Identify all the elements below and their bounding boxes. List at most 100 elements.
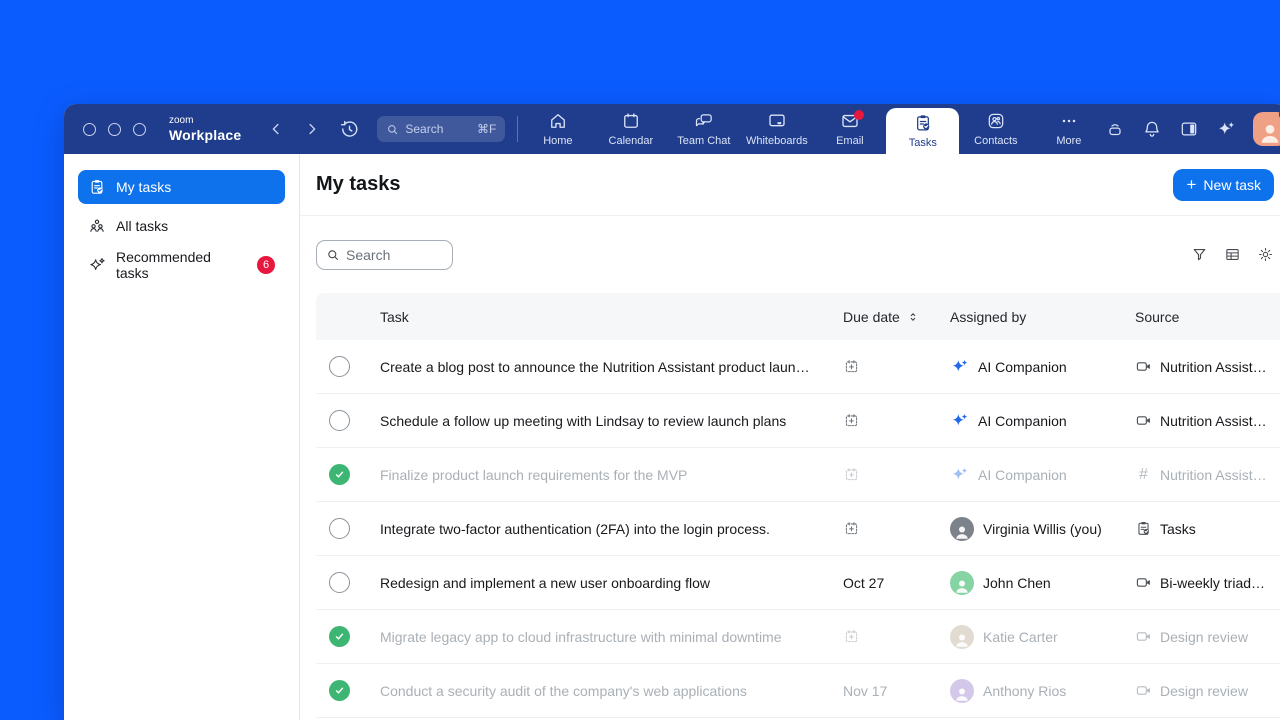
table-row[interactable]: Create a blog post to announce the Nutri… [316,340,1280,394]
table-row[interactable]: Conduct a security audit of the company'… [316,664,1280,718]
sort-icon [906,310,920,324]
task-checkbox[interactable] [329,518,350,539]
tab-calendar[interactable]: Calendar [594,104,667,154]
task-title: Create a blog post to announce the Nutri… [380,358,810,375]
avatar-person-icon [953,523,971,541]
task-title: Conduct a security audit of the company'… [380,682,747,699]
ai-companion-icon[interactable] [1216,119,1236,139]
due-date-text: Nov 17 [843,682,888,699]
source-cell[interactable]: Bi-weekly triad… [1135,574,1280,591]
due-date-cell[interactable] [843,412,950,429]
global-search-placeholder: Search [405,122,444,136]
table-header-row: Task Due date Assigned by Source [316,293,1280,340]
table-row[interactable]: Migrate legacy app to cloud infrastructu… [316,610,1280,664]
meeting-video-icon [1135,574,1152,591]
task-checkbox-checked[interactable] [329,626,350,647]
source-cell[interactable]: Design review [1135,682,1280,699]
email-notification-dot [853,110,864,120]
source-cell[interactable]: Nutrition Assist… [1135,358,1280,375]
back-icon[interactable] [267,120,285,138]
main-content: My tasks + New task Search [300,154,1280,720]
avatar-person-icon [1257,120,1280,146]
tab-more[interactable]: More [1032,104,1105,154]
ai-companion-spark-icon [950,357,969,376]
add-due-date-icon[interactable] [843,520,860,537]
page-title: My tasks [316,173,401,195]
due-date-cell[interactable] [843,628,950,645]
column-header-due-date[interactable]: Due date [843,309,950,325]
window-control-3[interactable] [133,122,146,136]
task-search-input[interactable]: Search [316,239,453,270]
tab-home[interactable]: Home [521,104,594,154]
sidebar-item-my-tasks[interactable]: My tasks [78,170,285,204]
sidebar-item-all-tasks[interactable]: All tasks [78,209,285,243]
add-due-date-icon[interactable] [843,628,860,645]
add-due-date-icon[interactable] [843,358,860,375]
source-cell[interactable]: Design review [1135,628,1280,645]
add-due-date-icon[interactable] [843,466,860,483]
assignee-avatar [950,516,974,541]
contacts-icon [986,111,1006,131]
settings-gear-icon[interactable] [1257,246,1274,263]
sidebar-item-recommended-tasks[interactable]: Recommended tasks 6 [78,248,285,282]
assignee-avatar [950,624,974,649]
task-title: Schedule a follow up meeting with Lindsa… [380,412,787,429]
ai-companion-spark-icon [950,411,969,430]
forward-icon[interactable] [303,120,321,138]
tab-whiteboards[interactable]: Whiteboards [740,104,813,154]
table-row[interactable]: Integrate two-factor authentication (2FA… [316,502,1280,556]
tab-contacts[interactable]: Contacts [959,104,1032,154]
recommended-count-badge: 6 [257,256,275,274]
filter-icon[interactable] [1191,246,1208,263]
search-icon [386,123,399,136]
history-icon[interactable] [339,119,360,140]
column-header-assigned-by: Assigned by [950,308,1027,325]
tab-team-chat[interactable]: Team Chat [667,104,740,154]
table-row[interactable]: Redesign and implement a new user onboar… [316,556,1280,610]
due-date-cell[interactable]: Nov 17 [843,683,950,699]
notifications-bell-icon[interactable] [1142,119,1162,139]
tab-email[interactable]: Email [813,104,886,154]
window-controls [83,122,146,136]
team-chat-icon [694,111,714,131]
check-icon [333,468,346,481]
task-checkbox[interactable] [329,410,350,431]
logo-zoom-text: zoom [169,115,194,126]
assigned-by-cell: Virginia Willis (you) [950,516,1135,541]
task-checkbox-checked[interactable] [329,680,350,701]
task-checkbox-checked[interactable] [329,464,350,485]
due-date-cell[interactable] [843,466,950,483]
main-nav: Home Calendar Team Chat Whiteboards Emai… [521,104,1105,154]
check-icon [333,630,346,643]
table-row[interactable]: Schedule a follow up meeting with Lindsa… [316,394,1280,448]
task-title: Integrate two-factor authentication (2FA… [380,520,770,537]
global-search-input[interactable]: Search ⌘F [377,116,506,142]
due-date-cell[interactable]: Oct 27 [843,575,950,591]
window-control-2[interactable] [108,122,121,136]
my-tasks-icon [88,178,106,196]
table-view-icon[interactable] [1224,246,1241,263]
assigned-by-cell: AI Companion [950,357,1135,376]
source-cell[interactable]: Nutrition Assist… [1135,412,1280,429]
table-row[interactable]: Finalize product launch requirements for… [316,448,1280,502]
task-checkbox[interactable] [329,572,350,593]
side-panel-toggle-icon[interactable] [1179,119,1199,139]
sidebar: My tasks All tasks Recommended tasks 6 [64,154,300,720]
task-checkbox[interactable] [329,356,350,377]
source-cell[interactable]: Tasks [1135,520,1280,537]
new-task-button[interactable]: + New task [1173,168,1274,201]
more-icon [1059,111,1079,131]
titlebar-divider [517,116,519,142]
add-due-date-icon[interactable] [843,412,860,429]
window-control-1[interactable] [83,122,96,136]
user-avatar[interactable] [1253,109,1280,146]
channel-hash-icon: # [1139,465,1148,483]
due-date-cell[interactable] [843,358,950,375]
source-cell[interactable]: # Nutrition Assist… [1135,466,1280,484]
connect-device-icon[interactable] [1105,119,1125,139]
assigned-by-cell: AI Companion [950,465,1135,484]
tab-tasks[interactable]: Tasks [886,108,960,154]
due-date-cell[interactable] [843,520,950,537]
assignee-avatar [950,570,974,595]
avatar-person-icon [953,685,971,703]
